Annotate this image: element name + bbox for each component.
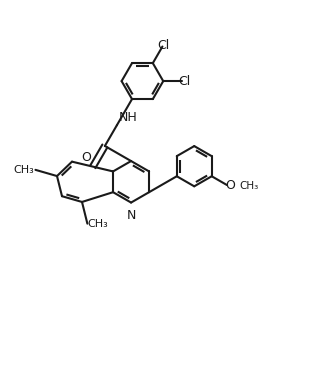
Text: Cl: Cl bbox=[157, 38, 169, 52]
Text: NH: NH bbox=[119, 111, 137, 124]
Text: CH₃: CH₃ bbox=[14, 165, 34, 175]
Text: Cl: Cl bbox=[178, 75, 190, 88]
Text: N: N bbox=[127, 209, 136, 222]
Text: CH₃: CH₃ bbox=[88, 219, 109, 229]
Text: O: O bbox=[81, 151, 91, 164]
Text: CH₃: CH₃ bbox=[239, 181, 258, 191]
Text: O: O bbox=[225, 179, 235, 192]
